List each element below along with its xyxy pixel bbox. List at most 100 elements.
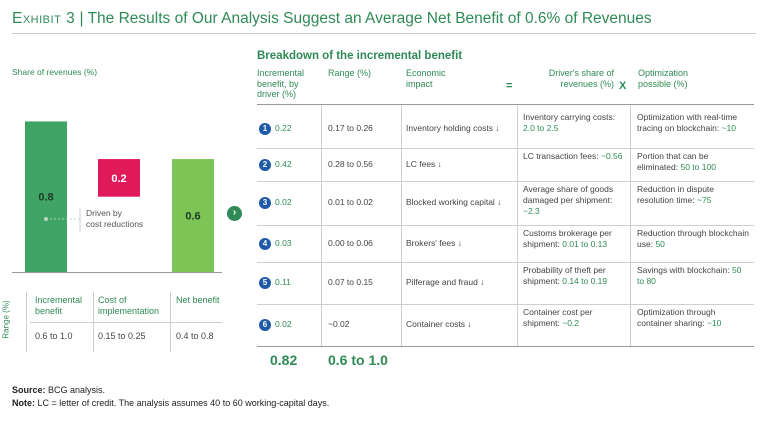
row-range: 0.17 to 0.26 <box>328 123 373 133</box>
table-row: 2 0.42 0.28 to 0.56 LC fees ↓ LC transaction… <box>257 148 754 181</box>
share-text: Average share of goods damaged per shipm… <box>523 184 614 205</box>
row-benefit: 0.42 <box>275 159 292 169</box>
row-share: Average share of goods damaged per shipm… <box>523 184 627 217</box>
opt-value: ~75 <box>697 195 712 205</box>
opt-text: Portion that can be eliminated: <box>637 151 709 172</box>
left-col-net: Net benefit 0.4 to 0.8 <box>176 295 221 341</box>
header-share: Driver's share of revenues (%) <box>548 68 614 89</box>
separator <box>630 106 631 346</box>
row-number-badge: 6 <box>259 319 271 331</box>
row-optimization: Reduction in dispute resolution time: ~7… <box>637 184 749 206</box>
title-text: The Results of Our Analysis Suggest an A… <box>87 10 652 27</box>
row-impact: Pilferage and fraud ↓ <box>406 277 485 287</box>
row-share: Inventory carrying costs: 2.0 to 2.5 <box>523 112 627 134</box>
table-row: 5 0.11 0.07 to 0.15 Pilferage and fraud ↓ Pr… <box>257 262 754 304</box>
share-value: ~2.3 <box>523 206 540 216</box>
opt-value: 50 to 80 <box>637 265 742 286</box>
exhibit-number: Exhibit 3 <box>12 10 76 27</box>
opt-text: Savings with blockchain: <box>637 265 730 275</box>
opt-value: ~10 <box>721 123 737 133</box>
left-col-benefit: Incremental benefit 0.6 to 1.0 <box>35 295 90 341</box>
row-range: 0.01 to 0.02 <box>328 197 373 207</box>
row-impact: LC fees ↓ <box>406 159 442 169</box>
share-value: 0.01 to 0.13 <box>562 239 608 249</box>
row-share: Container cost per shipment: ~0.2 <box>523 307 627 329</box>
row-optimization: Portion that can be eliminated: 50 to 10… <box>637 151 749 173</box>
exhibit-title: Exhibit 3 | The Results of Our Analysis … <box>12 10 652 28</box>
col-header: Cost of implementation <box>98 295 160 316</box>
row-impact: Blocked working capital ↓ <box>406 197 502 207</box>
source-line: Source: BCG analysis. <box>12 385 106 395</box>
row-optimization: Reduction through blockchain use: 50 <box>637 228 749 250</box>
opt-text: Reduction in dispute resolution time: <box>637 184 715 205</box>
col-header: Net benefit <box>176 295 220 305</box>
row-number-badge: 4 <box>259 238 271 250</box>
table-row: 4 0.03 0.00 to 0.06 Brokers' fees ↓ Customs … <box>257 225 754 262</box>
annotation-text: Driven by <box>86 208 123 218</box>
title-divider <box>12 33 756 34</box>
share-text: Customs brokerage per shipment: <box>523 228 612 249</box>
times-operator: X <box>619 80 627 92</box>
breakdown-title: Breakdown of the incremental benefit <box>257 50 463 62</box>
row-range: 0.00 to 0.06 <box>328 238 373 248</box>
row-optimization: Savings with blockchain: 50 to 80 <box>637 265 749 287</box>
row-range: ~0.02 <box>328 319 350 329</box>
opt-text: Optimization with real-time tracing on b… <box>637 112 738 133</box>
header-incremental: Incremental benefit, by driver (%) <box>257 68 305 99</box>
bar-incremental-benefit <box>25 121 67 272</box>
separator <box>321 106 322 346</box>
arrow-right-icon: › <box>227 206 242 221</box>
note-line: Note: LC = letter of credit. The analysi… <box>12 398 330 408</box>
separator <box>401 106 402 346</box>
header-optimization: Optimization possible (%) <box>638 68 689 89</box>
row-number-badge: 2 <box>259 159 271 171</box>
row-range: 0.07 to 0.15 <box>328 277 373 287</box>
row-divider <box>257 304 754 305</box>
row-divider <box>257 262 754 263</box>
col-value: 0.15 to 0.25 <box>98 331 146 341</box>
y-axis-label: Share of revenues (%) <box>12 67 98 77</box>
row-number-badge: 5 <box>259 277 271 289</box>
separator <box>517 106 518 346</box>
total-range: 0.6 to 1.0 <box>328 352 388 368</box>
row-optimization: Optimization with real-time tracing on b… <box>637 112 749 134</box>
share-text: Probability of theft per shipment: <box>523 265 606 286</box>
header-divider <box>257 104 754 105</box>
table-row: 3 0.02 0.01 to 0.02 Blocked working capital… <box>257 181 754 225</box>
bar-value-label: 0.6 <box>185 211 200 223</box>
row-impact: Brokers' fees ↓ <box>406 238 462 248</box>
row-number-badge: 1 <box>259 123 271 135</box>
total-divider <box>257 346 754 347</box>
row-impact: Inventory holding costs ↓ <box>406 123 500 133</box>
equals-operator: = <box>506 80 513 92</box>
row-impact: Container costs ↓ <box>406 319 472 329</box>
table-row: 1 0.22 0.17 to 0.26 Inventory holding costs… <box>257 109 754 148</box>
opt-text: Reduction through blockchain use: <box>637 228 749 249</box>
row-benefit: 0.02 <box>275 197 292 207</box>
row-divider <box>257 225 754 226</box>
title-separator: | <box>79 10 84 27</box>
table-row: 6 0.02 ~0.02 Container costs ↓ Container cos… <box>257 304 754 346</box>
bar-net-benefit <box>172 159 214 272</box>
row-benefit: 0.11 <box>275 277 291 287</box>
header-range: Range (%) <box>328 68 372 78</box>
row-benefit: 0.22 <box>275 123 292 133</box>
row-share: LC transaction fees: ~0.56 <box>523 151 627 162</box>
bar-value-label: 0.8 <box>38 192 53 204</box>
chart-baseline <box>12 272 222 273</box>
row-divider <box>257 148 754 149</box>
share-value: ~0.56 <box>600 151 623 161</box>
table-divider <box>30 322 222 323</box>
opt-text: Optimization through container sharing: <box>637 307 716 328</box>
opt-value: 50 to 100 <box>680 162 716 172</box>
row-number-badge: 3 <box>259 197 271 209</box>
share-text: Inventory carrying costs: <box>523 112 616 122</box>
bar-cost-of-implementation <box>98 159 140 197</box>
footer: Source: BCG analysis. Note: LC = letter … <box>12 384 329 410</box>
left-col-cost: Cost of implementation 0.15 to 0.25 <box>98 295 168 341</box>
share-text: Container cost per shipment: <box>523 307 593 328</box>
row-share: Probability of theft per shipment: 0.14 … <box>523 265 627 287</box>
annotation-dot <box>44 217 48 221</box>
range-label: Range (%) <box>1 300 11 339</box>
header-impact: Economic impact <box>406 68 446 89</box>
